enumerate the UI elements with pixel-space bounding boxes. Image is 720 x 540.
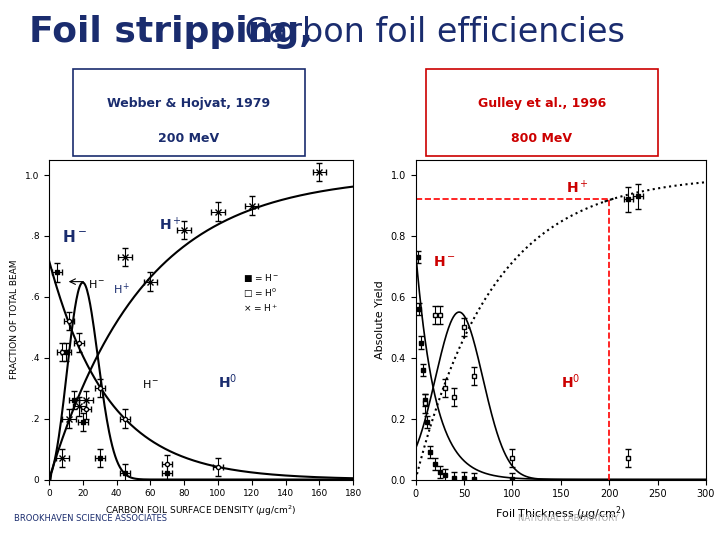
FancyBboxPatch shape xyxy=(426,69,657,156)
Text: H$^-$: H$^-$ xyxy=(142,378,160,390)
Text: Foil stripping,: Foil stripping, xyxy=(29,16,312,49)
Text: BROOKHAVEN SCIENCE ASSOCIATES: BROOKHAVEN SCIENCE ASSOCIATES xyxy=(14,514,167,523)
X-axis label: CARBON FOIL SURFACE DENSITY ($\mu$g/cm$^2$): CARBON FOIL SURFACE DENSITY ($\mu$g/cm$^… xyxy=(105,504,297,518)
Text: H$^0$: H$^0$ xyxy=(218,373,237,391)
Text: 800 MeV: 800 MeV xyxy=(511,132,572,145)
Y-axis label: FRACTION OF TOTAL BEAM: FRACTION OF TOTAL BEAM xyxy=(10,260,19,380)
X-axis label: Foil Thickness ($\mu$g/cm$^2$): Foil Thickness ($\mu$g/cm$^2$) xyxy=(495,505,626,523)
FancyBboxPatch shape xyxy=(73,69,305,156)
Text: H$^+$: H$^+$ xyxy=(159,215,181,233)
Text: ■ = H$^-$
□ = H$^0$
× = H$^+$: ■ = H$^-$ □ = H$^0$ × = H$^+$ xyxy=(243,273,280,314)
Text: 200 MeV: 200 MeV xyxy=(158,132,220,145)
Text: H$^-$: H$^-$ xyxy=(88,278,105,290)
Text: Webber & Hojvat, 1979: Webber & Hojvat, 1979 xyxy=(107,97,271,110)
Text: H$^+$: H$^+$ xyxy=(566,179,588,197)
Text: H$^-$: H$^-$ xyxy=(63,229,87,245)
Text: H$^0$: H$^0$ xyxy=(561,373,580,391)
Text: H$^+$: H$^+$ xyxy=(113,281,131,297)
Y-axis label: Absolute Yield: Absolute Yield xyxy=(375,280,385,359)
Text: NATIONAL LABORATORY: NATIONAL LABORATORY xyxy=(518,514,619,523)
Text: Carbon foil efficiencies: Carbon foil efficiencies xyxy=(234,16,625,49)
Text: H$^-$: H$^-$ xyxy=(433,255,456,269)
Text: Gulley et al., 1996: Gulley et al., 1996 xyxy=(477,97,606,110)
